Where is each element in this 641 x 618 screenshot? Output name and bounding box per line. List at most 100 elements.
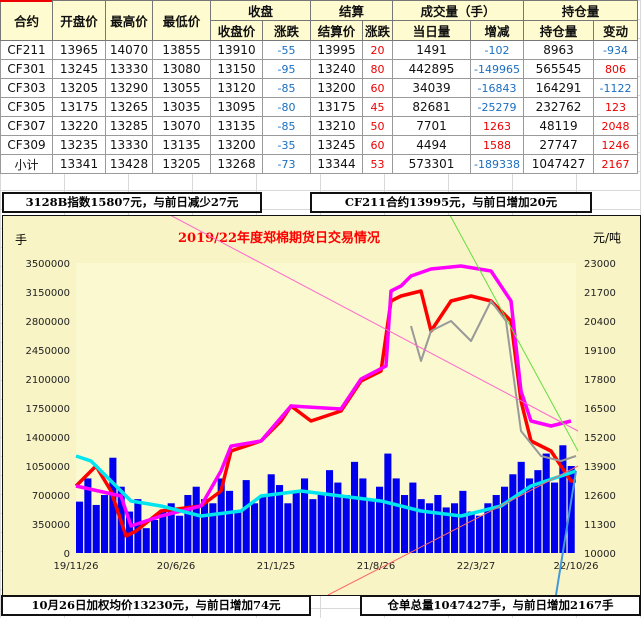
cell-3: 13035: [152, 97, 211, 117]
volume-bar: [292, 490, 300, 553]
table-row: CF303 13205 13290 13055 13120 -85 13200 60 34039…: [0, 78, 638, 98]
cell-6: 13200: [310, 78, 363, 98]
volume-bar: [267, 474, 275, 553]
x-tick-label: 20/6/26: [157, 561, 196, 572]
trend-line-pink: [152, 205, 579, 432]
cell-3: 13205: [152, 154, 211, 174]
cell-5: -80: [262, 97, 311, 117]
volume-bar: [184, 495, 192, 553]
left-axis-unit: 手: [15, 233, 27, 247]
cell-5: -85: [262, 78, 311, 98]
right-tick-label: 19100: [584, 346, 616, 357]
left-tick-label: 0: [64, 549, 70, 560]
trend-line-red: [327, 465, 579, 596]
cell-11: 2048: [593, 116, 638, 136]
cell-3: 13080: [152, 59, 211, 79]
cell-11: -1122: [593, 78, 638, 98]
cell-6: 13245: [310, 135, 363, 155]
volume-bar: [201, 499, 209, 553]
cell-4: 13095: [210, 97, 263, 117]
header-close-change: 涨跌: [262, 20, 311, 41]
cell-0: CF307: [0, 116, 53, 136]
cell-10: 565545: [523, 59, 594, 79]
volume-bar: [434, 495, 442, 553]
group-volume: 成交量（手）: [392, 0, 524, 21]
right-tick-label: 17800: [584, 375, 616, 386]
cell-9: -16843: [470, 78, 524, 98]
chart: 手 2019/22年度郑棉期货日交易情况 元/吨 0 350000 700000 10…: [2, 205, 641, 596]
volume-bar: [334, 482, 342, 553]
trend-line-blue: [555, 470, 577, 596]
cell-10: 48119: [523, 116, 594, 136]
cell-2: 13265: [105, 97, 153, 117]
volume-bar: [109, 457, 117, 553]
cell-6: 13240: [310, 59, 363, 79]
volume-bar: [526, 478, 534, 553]
volume-bar: [84, 478, 92, 553]
volume-bar: [167, 503, 175, 553]
group-oi: 持仓量: [523, 0, 638, 21]
header-high: 最高价: [105, 0, 153, 41]
volume-bar: [559, 445, 567, 553]
volume-bar: [159, 509, 167, 553]
cell-7: 50: [362, 116, 393, 136]
cell-5: -73: [262, 154, 311, 174]
cell-8: 442895: [392, 59, 471, 79]
cell-0: CF309: [0, 135, 53, 155]
cell-2: 13290: [105, 78, 153, 98]
volume-bar: [509, 474, 517, 553]
left-tick-label: 1400000: [25, 433, 70, 444]
cell-2: 13285: [105, 116, 153, 136]
cell-7: 80: [362, 59, 393, 79]
left-tick-label: 2450000: [25, 346, 70, 357]
cell-9: -149965: [470, 59, 524, 79]
volume-bar: [417, 499, 425, 553]
weighted-price-note: 10月26日加权均价13230元，与前日增加74元: [1, 595, 311, 616]
cell-3: 13055: [152, 78, 211, 98]
volume-bar: [426, 503, 434, 553]
cell-0: CF301: [0, 59, 53, 79]
cell-6: 13210: [310, 116, 363, 136]
cell-1: 13341: [52, 154, 106, 174]
cell-2: 14070: [105, 40, 153, 60]
cell-9: -25279: [470, 97, 524, 117]
cell-0: CF211: [0, 40, 53, 60]
cell-1: 13235: [52, 135, 106, 155]
x-tick-label: 19/11/26: [54, 561, 99, 572]
volume-bar: [367, 499, 375, 553]
gray-line: [410, 300, 577, 462]
cell-8: 34039: [392, 78, 471, 98]
x-tick-label: 22/10/26: [554, 561, 599, 572]
group-settle: 结算: [310, 0, 393, 21]
cell-5: -35: [262, 135, 311, 155]
cell-4: 13150: [210, 59, 263, 79]
cell-1: 13220: [52, 116, 106, 136]
left-tick-label: 3500000: [25, 259, 70, 270]
cf211-note: CF211合约13995元，与前日增加20元: [310, 192, 592, 213]
volume-bar: [142, 528, 150, 553]
cell-1: 13205: [52, 78, 106, 98]
right-tick-label: 12600: [584, 491, 616, 502]
left-tick-label: 1050000: [25, 462, 70, 473]
cell-10: 232762: [523, 97, 594, 117]
cell-2: 13330: [105, 59, 153, 79]
cell-4: 13200: [210, 135, 263, 155]
cell-3: 13070: [152, 116, 211, 136]
cell-3: 13135: [152, 135, 211, 155]
index-note: 3128B指数15807元，与前日减少27元: [2, 192, 262, 213]
cell-9: -189338: [470, 154, 524, 174]
cell-1: 13245: [52, 59, 106, 79]
table-row: CF309 13235 13330 13135 13200 -35 13245 60 4494 1…: [0, 135, 638, 155]
header-settle-change: 涨跌: [362, 20, 393, 41]
trend-line-green: [444, 205, 579, 452]
right-tick-label: 20400: [584, 317, 616, 328]
cell-2: 13330: [105, 135, 153, 155]
cell-9: -102: [470, 40, 524, 60]
header-oi-change: 变动: [593, 20, 638, 41]
right-tick-label: 10000: [584, 549, 616, 560]
volume-bar: [276, 485, 284, 553]
cell-11: 123: [593, 97, 638, 117]
cell-1: 13175: [52, 97, 106, 117]
volume-bar: [151, 519, 159, 553]
left-tick-label: 3150000: [25, 288, 70, 299]
